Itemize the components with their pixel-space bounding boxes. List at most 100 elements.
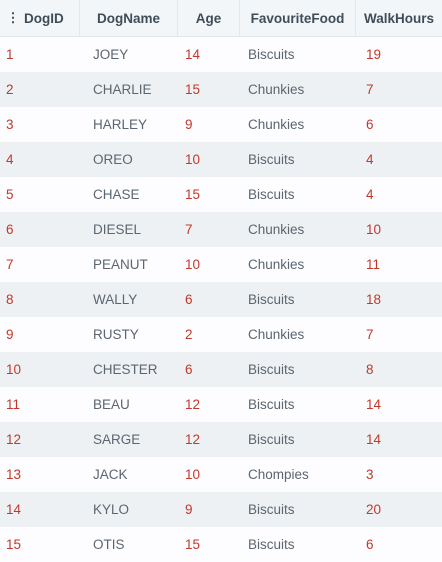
cell-age[interactable]: 9 [185,117,193,132]
cell-walkhours[interactable]: 3 [366,467,374,482]
cell-dogid[interactable]: 5 [6,187,14,202]
table-row[interactable]: 1 JOEY 14 Biscuits 19 [0,37,442,72]
cell-dogname[interactable]: BEAU [93,397,130,412]
table-row[interactable]: 2 CHARLIE 15 Chunkies 7 [0,72,442,107]
cell-walkhours[interactable]: 6 [366,117,374,132]
cell-dogname[interactable]: OTIS [93,537,125,552]
cell-dogname[interactable]: PEANUT [93,257,148,272]
table-row[interactable]: 15 OTIS 15 Biscuits 6 [0,527,442,562]
cell-dogid[interactable]: 4 [6,152,14,167]
cell-dogname[interactable]: CHASE [93,187,140,202]
cell-dogid[interactable]: 14 [6,502,22,517]
cell-walkhours[interactable]: 6 [366,537,374,552]
cell-favouritefood[interactable]: Biscuits [248,502,295,517]
cell-favouritefood[interactable]: Chunkies [248,82,305,97]
column-header-age[interactable]: Age [178,0,240,36]
cell-age[interactable]: 15 [185,82,201,97]
table-row[interactable]: 10 CHESTER 6 Biscuits 8 [0,352,442,387]
cell-walkhours[interactable]: 11 [366,257,381,272]
cell-age[interactable]: 9 [185,502,193,517]
cell-dogname[interactable]: SARGE [93,432,141,447]
cell-dogname[interactable]: WALLY [93,292,138,307]
table-row[interactable]: 9 RUSTY 2 Chunkies 7 [0,317,442,352]
cell-age[interactable]: 10 [185,467,201,482]
table-row[interactable]: 5 CHASE 15 Biscuits 4 [0,177,442,212]
cell-age[interactable]: 10 [185,257,201,272]
column-menu-icon[interactable]: ⋮ [6,10,20,25]
cell-walkhours[interactable]: 14 [366,397,382,412]
cell-favouritefood[interactable]: Chunkies [248,222,305,237]
cell-favouritefood[interactable]: Biscuits [248,152,295,167]
table-row[interactable]: 13 JACK 10 Chompies 3 [0,457,442,492]
cell-age[interactable]: 15 [185,537,201,552]
table-row[interactable]: 8 WALLY 6 Biscuits 18 [0,282,442,317]
cell-walkhours[interactable]: 7 [366,82,374,97]
column-header-label: FavouriteFood [250,10,345,26]
cell-age[interactable]: 12 [185,432,201,447]
cell-age[interactable]: 15 [185,187,201,202]
cell-dogname[interactable]: CHARLIE [93,82,152,97]
column-header-label: Age [195,10,222,26]
cell-favouritefood[interactable]: Biscuits [248,362,295,377]
cell-walkhours[interactable]: 19 [366,47,382,62]
cell-walkhours[interactable]: 4 [366,152,374,167]
cell-dogid[interactable]: 9 [6,327,14,342]
column-header-dogid[interactable]: ⋮ DogID [0,0,80,36]
cell-dogid[interactable]: 3 [6,117,14,132]
cell-dogid[interactable]: 6 [6,222,14,237]
cell-dogname[interactable]: RUSTY [93,327,139,342]
cell-dogid[interactable]: 15 [6,537,22,552]
cell-dogname[interactable]: JACK [93,467,128,482]
table-row[interactable]: 4 OREO 10 Biscuits 4 [0,142,442,177]
table-row[interactable]: 11 BEAU 12 Biscuits 14 [0,387,442,422]
cell-age[interactable]: 14 [185,47,201,62]
cell-walkhours[interactable]: 7 [366,327,374,342]
table-row[interactable]: 7 PEANUT 10 Chunkies 11 [0,247,442,282]
cell-dogname[interactable]: HARLEY [93,117,148,132]
cell-walkhours[interactable]: 10 [366,222,382,237]
column-header-dogname[interactable]: DogName [80,0,178,36]
cell-walkhours[interactable]: 14 [366,432,382,447]
table-row[interactable]: 3 HARLEY 9 Chunkies 6 [0,107,442,142]
cell-favouritefood[interactable]: Chunkies [248,257,305,272]
cell-dogname[interactable]: CHESTER [93,362,158,377]
column-header-favouritefood[interactable]: FavouriteFood [240,0,356,36]
cell-favouritefood[interactable]: Chunkies [248,117,305,132]
table-row[interactable]: 6 DIESEL 7 Chunkies 10 [0,212,442,247]
cell-dogid[interactable]: 12 [6,432,22,447]
cell-age[interactable]: 6 [185,362,193,377]
column-header-label: DogID [24,10,64,26]
cell-dogid[interactable]: 8 [6,292,14,307]
cell-dogname[interactable]: JOEY [93,47,129,62]
cell-walkhours[interactable]: 4 [366,187,374,202]
cell-age[interactable]: 2 [185,327,193,342]
table-row[interactable]: 12 SARGE 12 Biscuits 14 [0,422,442,457]
column-header-walkhours[interactable]: WalkHours [356,0,442,36]
cell-age[interactable]: 7 [185,222,193,237]
cell-favouritefood[interactable]: Biscuits [248,432,295,447]
cell-favouritefood[interactable]: Chunkies [248,327,305,342]
cell-walkhours[interactable]: 20 [366,502,382,517]
cell-age[interactable]: 10 [185,152,201,167]
cell-favouritefood[interactable]: Biscuits [248,47,295,62]
cell-dogname[interactable]: KYLO [93,502,130,517]
cell-dogid[interactable]: 11 [6,397,21,412]
cell-favouritefood[interactable]: Biscuits [248,187,295,202]
cell-favouritefood[interactable]: Biscuits [248,537,295,552]
cell-dogid[interactable]: 13 [6,467,22,482]
cell-age[interactable]: 6 [185,292,193,307]
cell-walkhours[interactable]: 8 [366,362,374,377]
cell-dogid[interactable]: 1 [6,47,14,62]
cell-favouritefood[interactable]: Biscuits [248,397,295,412]
cell-favouritefood[interactable]: Chompies [248,467,309,482]
cell-age[interactable]: 12 [185,397,201,412]
cell-favouritefood[interactable]: Biscuits [248,292,295,307]
cell-dogname[interactable]: OREO [93,152,133,167]
table-row[interactable]: 14 KYLO 9 Biscuits 20 [0,492,442,527]
cell-walkhours[interactable]: 18 [366,292,382,307]
cell-dogname[interactable]: DIESEL [93,222,142,237]
cell-dogid[interactable]: 2 [6,82,14,97]
cell-dogid[interactable]: 10 [6,362,22,377]
cell-dogid[interactable]: 7 [6,257,14,272]
